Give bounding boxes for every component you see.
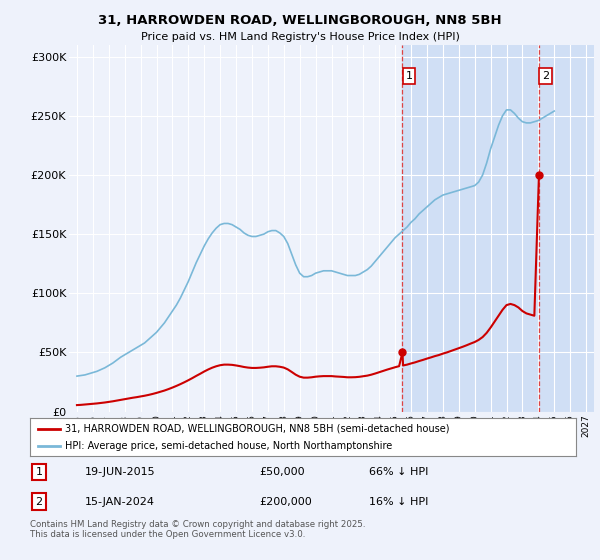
Text: £50,000: £50,000 <box>259 467 305 477</box>
Bar <box>539 45 594 412</box>
Text: Contains HM Land Registry data © Crown copyright and database right 2025.
This d: Contains HM Land Registry data © Crown c… <box>30 520 365 539</box>
Text: 66% ↓ HPI: 66% ↓ HPI <box>368 467 428 477</box>
Text: £200,000: £200,000 <box>259 497 312 507</box>
Bar <box>403 45 539 412</box>
Text: 1: 1 <box>406 71 413 81</box>
Text: 19-JUN-2015: 19-JUN-2015 <box>85 467 155 477</box>
Text: 1: 1 <box>35 467 43 477</box>
Text: 2: 2 <box>542 71 549 81</box>
Text: Price paid vs. HM Land Registry's House Price Index (HPI): Price paid vs. HM Land Registry's House … <box>140 32 460 43</box>
Text: 2: 2 <box>35 497 43 507</box>
Text: 31, HARROWDEN ROAD, WELLINGBOROUGH, NN8 5BH (semi-detached house): 31, HARROWDEN ROAD, WELLINGBOROUGH, NN8 … <box>65 423 450 433</box>
Text: 31, HARROWDEN ROAD, WELLINGBOROUGH, NN8 5BH: 31, HARROWDEN ROAD, WELLINGBOROUGH, NN8 … <box>98 14 502 27</box>
Text: 15-JAN-2024: 15-JAN-2024 <box>85 497 155 507</box>
Text: 16% ↓ HPI: 16% ↓ HPI <box>368 497 428 507</box>
Text: HPI: Average price, semi-detached house, North Northamptonshire: HPI: Average price, semi-detached house,… <box>65 441 393 451</box>
